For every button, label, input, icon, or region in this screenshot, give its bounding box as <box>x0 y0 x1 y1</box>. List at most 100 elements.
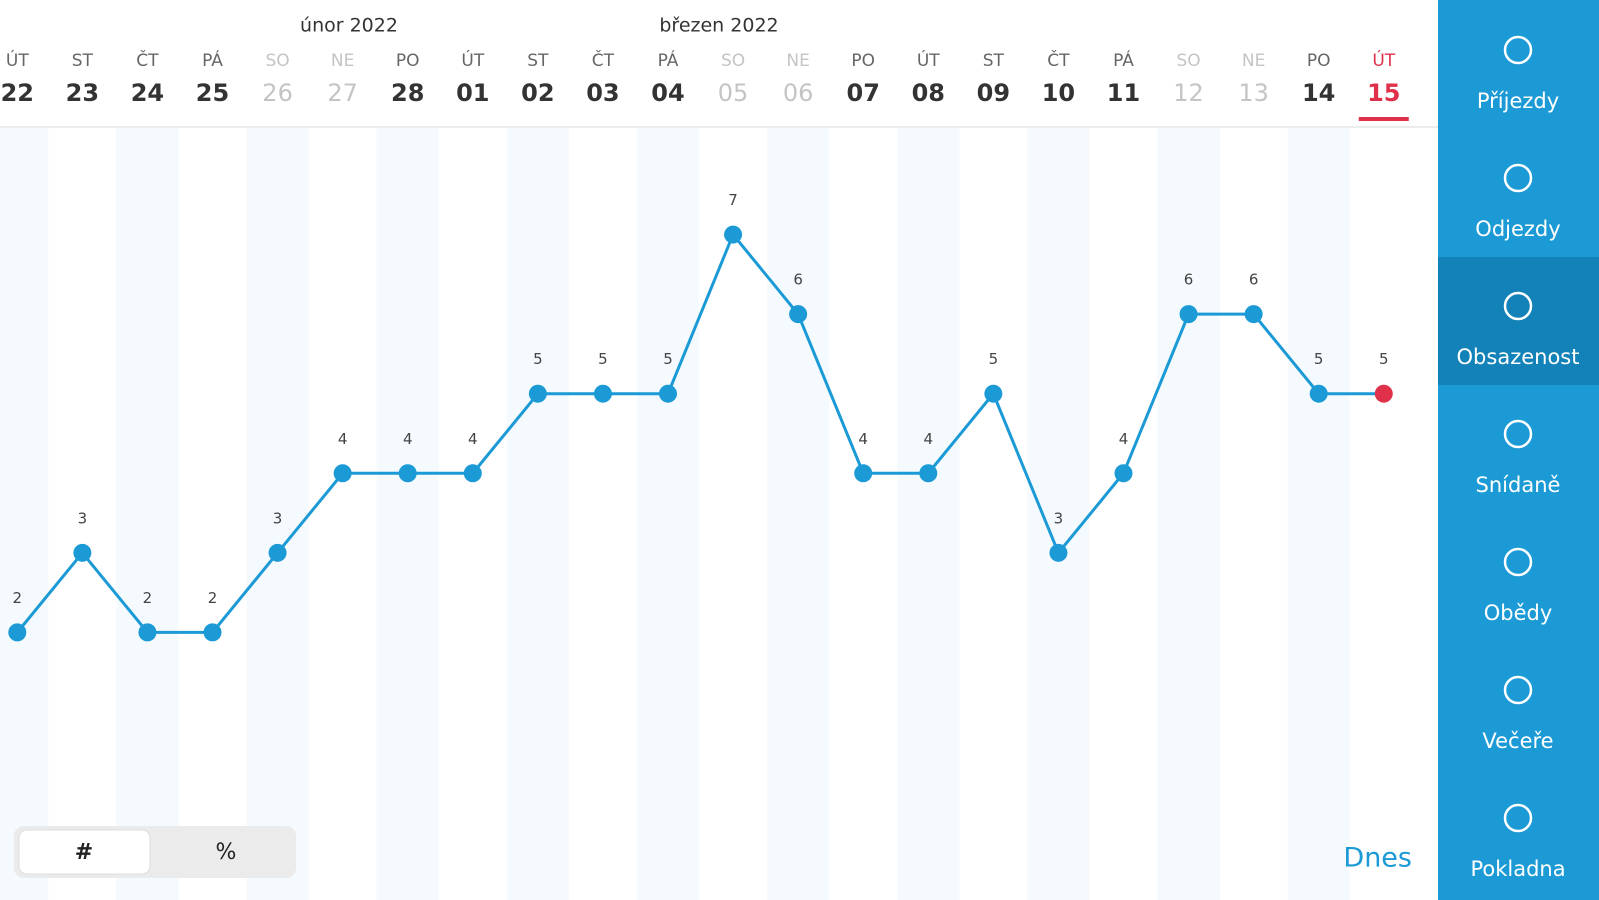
value-label: 5 <box>989 350 999 368</box>
value-label: 4 <box>338 430 348 448</box>
sidebar-icon <box>1503 419 1533 449</box>
day-label: 04 <box>651 79 684 107</box>
sidebar-item[interactable]: Večeře <box>1482 675 1554 753</box>
column-stripe <box>637 128 699 900</box>
sidebar-item[interactable]: Odjezdy <box>1475 163 1561 241</box>
weekday-label: ST <box>983 51 1005 71</box>
day-label: 28 <box>391 79 424 107</box>
value-label: 5 <box>598 350 608 368</box>
sidebar-label[interactable]: Příjezdy <box>1477 89 1559 113</box>
value-label: 6 <box>1184 271 1194 289</box>
point <box>8 623 27 642</box>
sidebar-item[interactable]: Obsazenost <box>1457 291 1580 369</box>
today-underline <box>1358 117 1409 121</box>
point <box>73 543 92 562</box>
value-label: 4 <box>403 430 413 448</box>
weekday-label: SO <box>265 51 289 71</box>
weekday-label: SO <box>721 51 745 71</box>
column-stripe <box>897 128 960 900</box>
sidebar-icon <box>1503 803 1533 833</box>
value-label: 5 <box>1314 350 1324 368</box>
weekday-label: ÚT <box>1372 49 1395 71</box>
sidebar-label[interactable]: Večeře <box>1482 729 1553 753</box>
value-label: 3 <box>1054 509 1064 527</box>
column-stripe <box>116 128 179 900</box>
sidebar-item[interactable]: Pokladna <box>1470 803 1566 881</box>
weekday-label: ST <box>72 51 94 71</box>
point <box>984 384 1003 403</box>
weekday-label: ÚT <box>461 49 484 71</box>
point <box>268 543 287 562</box>
point <box>919 464 938 483</box>
day-label: 10 <box>1042 79 1075 107</box>
sidebar-label[interactable]: Obědy <box>1484 601 1553 625</box>
sidebar-item[interactable]: Snídaně <box>1476 419 1561 497</box>
sidebar-label[interactable]: Pokladna <box>1470 857 1565 881</box>
weekday-label: NE <box>1242 51 1265 71</box>
day-label: 05 <box>718 79 749 107</box>
sidebar-label[interactable]: Odjezdy <box>1475 217 1560 241</box>
sidebar-item[interactable]: Obědy <box>1484 547 1553 625</box>
day-label: 06 <box>783 79 814 107</box>
point <box>1114 464 1133 483</box>
value-label: 2 <box>13 589 23 607</box>
day-label: 25 <box>196 79 229 107</box>
sidebar-label[interactable]: Snídaně <box>1476 473 1561 497</box>
point <box>1374 384 1393 403</box>
toggle-option[interactable]: % <box>216 840 237 865</box>
value-label: 2 <box>143 589 153 607</box>
column-stripe <box>0 128 49 900</box>
column-stripe <box>1027 128 1090 900</box>
day-label: 26 <box>262 79 293 107</box>
point <box>1179 305 1198 324</box>
weekday-label: PÁ <box>658 49 679 71</box>
weekday-label: SO <box>1176 51 1200 71</box>
month-label: březen 2022 <box>659 15 778 37</box>
weekday-label: ÚT <box>6 49 29 71</box>
day-label: 03 <box>586 79 619 107</box>
toggle-option[interactable]: # <box>75 840 93 865</box>
column-stripe <box>767 128 830 900</box>
day-label: 22 <box>1 79 34 107</box>
sidebar-icon <box>1503 163 1533 193</box>
weekday-label: ČT <box>1047 49 1070 71</box>
weekday-label: PÁ <box>1113 49 1134 71</box>
day-label: 11 <box>1107 79 1140 107</box>
point <box>203 623 222 642</box>
point <box>593 384 612 403</box>
point <box>1049 543 1068 562</box>
value-label: 3 <box>78 509 88 527</box>
value-label: 2 <box>208 589 218 607</box>
day-label: 02 <box>521 79 554 107</box>
toggle-selected[interactable] <box>18 829 151 875</box>
sidebar-item[interactable]: Příjezdy <box>1477 35 1559 113</box>
point <box>724 225 743 244</box>
value-label: 4 <box>858 430 868 448</box>
day-label: 07 <box>847 79 880 107</box>
value-label: 6 <box>1249 271 1259 289</box>
weekday-label: PÁ <box>202 49 223 71</box>
value-label: 4 <box>1119 430 1129 448</box>
weekday-label: NE <box>331 51 354 71</box>
column-stripe <box>1287 128 1350 900</box>
sidebar-label[interactable]: Obsazenost <box>1457 345 1580 369</box>
today-button[interactable]: Dnes <box>1343 843 1412 874</box>
line <box>16 231 1384 634</box>
weekday-label: ČT <box>136 49 159 71</box>
weekday-label: ČT <box>592 49 615 71</box>
point <box>659 384 677 403</box>
point <box>138 623 157 642</box>
point <box>528 384 547 403</box>
point <box>333 464 352 483</box>
sidebar-icon <box>1503 675 1533 705</box>
day-label: 13 <box>1238 79 1269 107</box>
weekday-label: PO <box>1307 51 1331 71</box>
value-label: 4 <box>468 430 478 448</box>
day-label: 27 <box>327 79 358 107</box>
point <box>1244 305 1263 324</box>
weekday-label: ST <box>527 51 549 71</box>
sidebar-icon <box>1503 291 1533 321</box>
sidebar-icon <box>1503 35 1533 65</box>
day-label: 08 <box>912 79 945 107</box>
day-label: 14 <box>1302 79 1335 107</box>
